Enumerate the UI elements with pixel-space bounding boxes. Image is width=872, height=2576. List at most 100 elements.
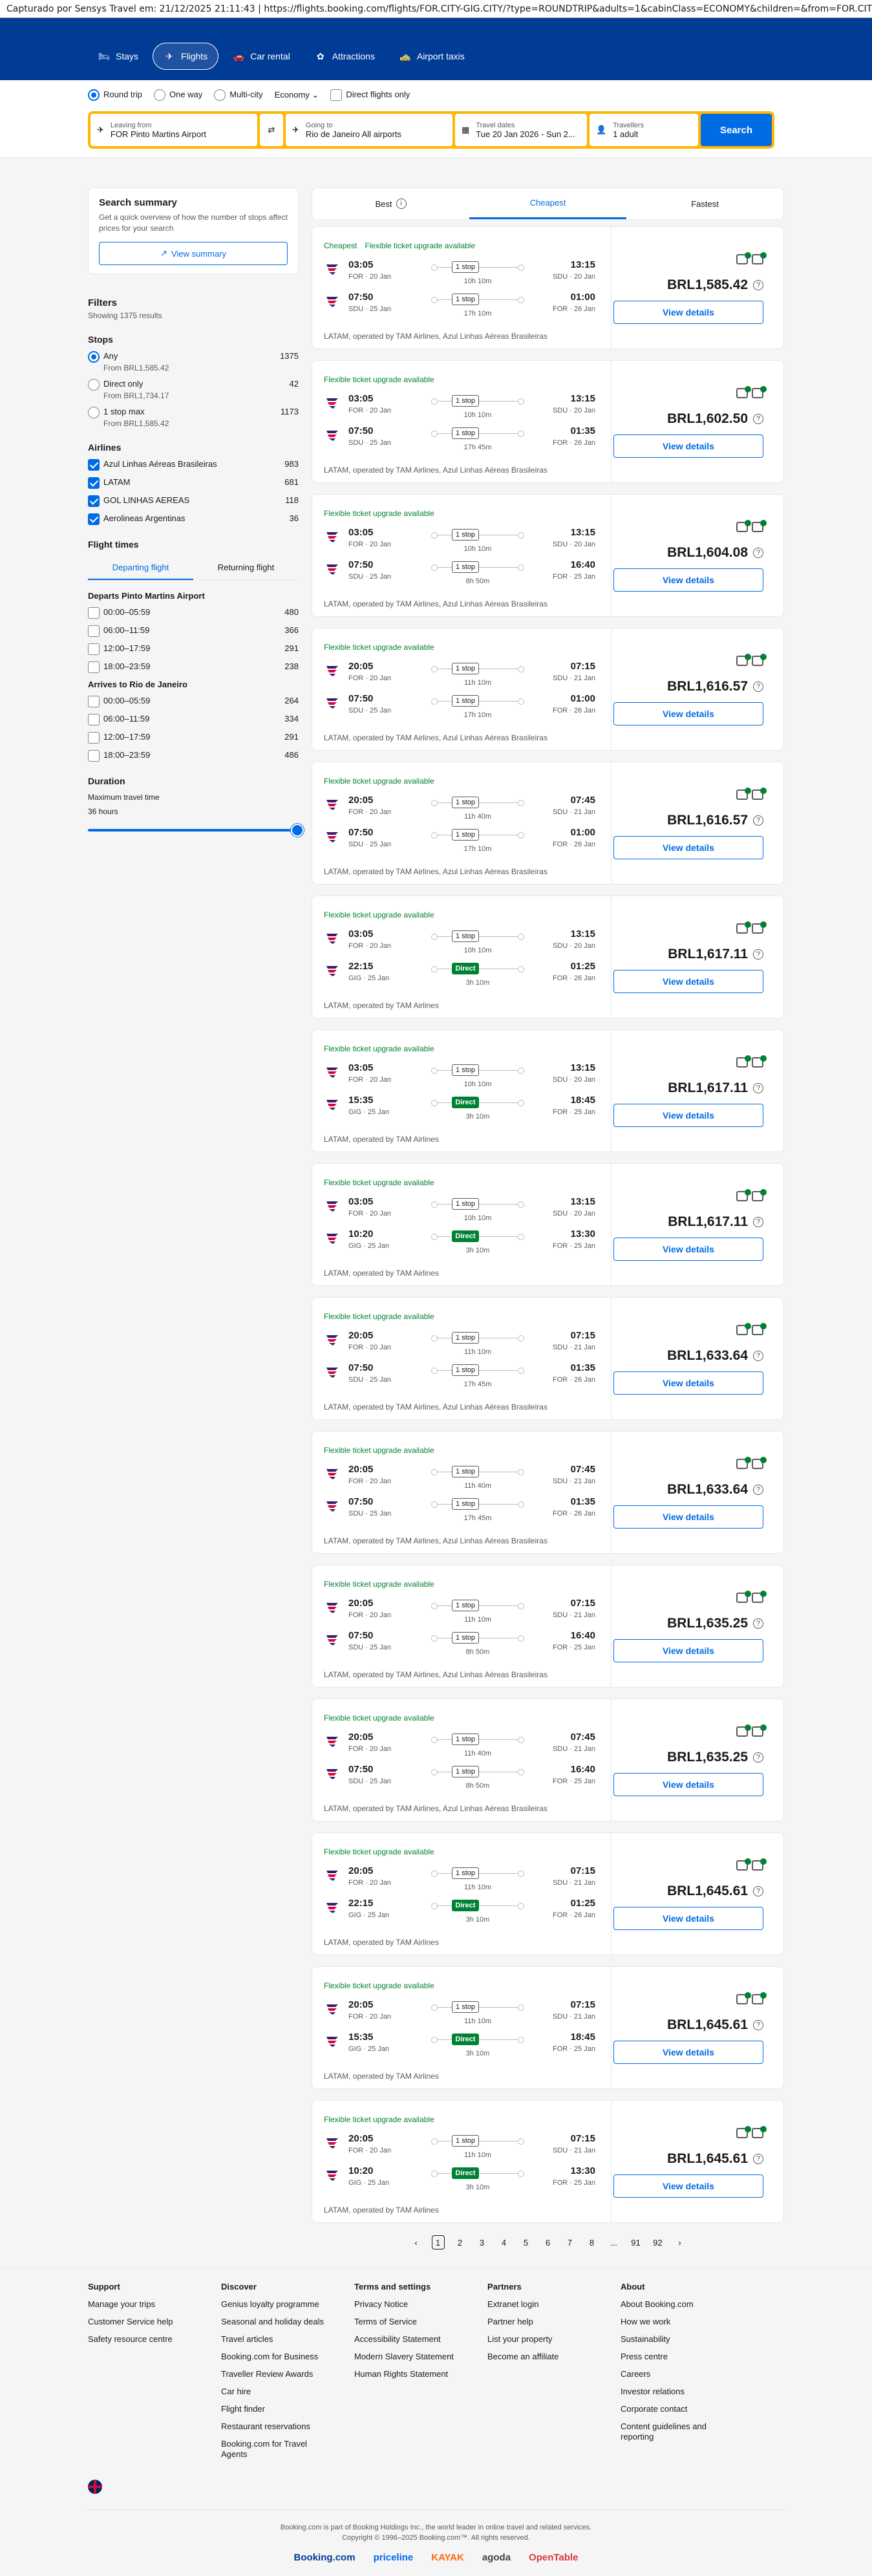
footer-link[interactable]: Partner help: [487, 2317, 533, 2326]
flight-result-card[interactable]: Flexible ticket upgrade available 03:05 FO…: [312, 360, 784, 483]
travellers-field[interactable]: 👤 Travellers 1 adult: [590, 114, 698, 146]
footer-link[interactable]: Car hire: [221, 2387, 251, 2396]
stop-option[interactable]: Any From BRL1,585.42 1375: [88, 351, 299, 372]
footer-link[interactable]: Extranet login: [487, 2299, 539, 2309]
next-page-icon[interactable]: ›: [678, 2237, 681, 2248]
view-details-button[interactable]: View details: [613, 2041, 763, 2064]
view-details-button[interactable]: View details: [613, 2174, 763, 2198]
filter-checkbox-row[interactable]: Aerolineas Argentinas 36: [88, 513, 299, 525]
filter-checkbox-row[interactable]: 18:00–23:59 238: [88, 661, 299, 673]
view-details-button[interactable]: View details: [613, 301, 763, 324]
uk-flag-icon[interactable]: [88, 2480, 102, 2494]
footer-link[interactable]: Booking.com for Business: [221, 2352, 319, 2361]
info-icon[interactable]: ?: [753, 1752, 763, 1763]
nav-item-airport-taxis[interactable]: 🚕 Airport taxis: [389, 43, 475, 70]
view-details-button[interactable]: View details: [613, 1907, 763, 1930]
footer-link[interactable]: Genius loyalty programme: [221, 2299, 319, 2309]
info-icon[interactable]: ?: [753, 1083, 763, 1093]
page-number[interactable]: 6: [545, 2237, 551, 2248]
view-details-button[interactable]: View details: [613, 702, 763, 725]
cabin-select[interactable]: Economy ⌄: [274, 90, 319, 100]
footer-link[interactable]: Manage your trips: [88, 2299, 156, 2309]
info-icon[interactable]: ?: [753, 280, 763, 290]
flight-result-card[interactable]: Flexible ticket upgrade available 20:05 FO…: [312, 1966, 784, 2089]
view-details-button[interactable]: View details: [613, 1773, 763, 1796]
stop-option[interactable]: Direct only From BRL1,734.17 42: [88, 379, 299, 400]
footer-link[interactable]: Flight finder: [221, 2404, 265, 2414]
footer-link[interactable]: Traveller Review Awards: [221, 2369, 314, 2379]
travel-dates-field[interactable]: ▦ Travel dates Tue 20 Jan 2026 - Sun 2...: [455, 114, 587, 146]
filter-checkbox-row[interactable]: 06:00–11:59 334: [88, 714, 299, 725]
view-details-button[interactable]: View details: [613, 1639, 763, 1662]
footer-link[interactable]: List your property: [487, 2334, 553, 2344]
footer-link[interactable]: Press centre: [621, 2352, 668, 2361]
page-number[interactable]: 4: [501, 2237, 507, 2248]
footer-link[interactable]: Booking.com for Travel Agents: [221, 2439, 307, 2459]
page-number[interactable]: 3: [479, 2237, 485, 2248]
filter-checkbox-row[interactable]: 06:00–11:59 366: [88, 625, 299, 637]
filter-checkbox-row[interactable]: GOL LINHAS AEREAS 118: [88, 495, 299, 507]
footer-link[interactable]: Modern Slavery Statement: [354, 2352, 454, 2361]
flight-result-card[interactable]: Flexible ticket upgrade available 03:05 FO…: [312, 1163, 784, 1286]
nav-item-car-rental[interactable]: 🚗 Car rental: [222, 43, 300, 70]
info-icon[interactable]: ?: [753, 2154, 763, 2164]
view-details-button[interactable]: View details: [613, 568, 763, 592]
footer-link[interactable]: Terms of Service: [354, 2317, 417, 2326]
flight-result-card[interactable]: Flexible ticket upgrade available 20:05 FO…: [312, 2100, 784, 2223]
flight-result-card[interactable]: Flexible ticket upgrade available 20:05 FO…: [312, 1699, 784, 1821]
flight-result-card[interactable]: Flexible ticket upgrade available 20:05 FO…: [312, 1832, 784, 1955]
info-icon[interactable]: ?: [753, 1886, 763, 1896]
view-details-button[interactable]: View details: [613, 1104, 763, 1127]
info-icon[interactable]: ?: [753, 414, 763, 424]
filter-checkbox-row[interactable]: Azul Linhas Aéreas Brasileiras 983: [88, 459, 299, 471]
page-number[interactable]: 5: [523, 2237, 529, 2248]
sort-tab-fastest[interactable]: Fastest: [626, 188, 783, 219]
flight-result-card[interactable]: Cheapest Flexible ticket upgrade availabl…: [312, 226, 784, 349]
flight-result-card[interactable]: Flexible ticket upgrade available 20:05 FO…: [312, 1297, 784, 1420]
filter-checkbox-row[interactable]: LATAM 681: [88, 477, 299, 489]
swap-button[interactable]: ⇄: [260, 114, 283, 146]
duration-slider[interactable]: [88, 824, 304, 837]
one-way-option[interactable]: One way: [153, 89, 202, 101]
filter-checkbox-row[interactable]: 12:00–17:59 291: [88, 643, 299, 655]
flight-result-card[interactable]: Flexible ticket upgrade available 03:05 FO…: [312, 896, 784, 1018]
info-icon[interactable]: ?: [753, 1618, 763, 1629]
footer-link[interactable]: Corporate contact: [621, 2404, 688, 2414]
page-number[interactable]: 7: [567, 2237, 573, 2248]
footer-link[interactable]: Investor relations: [621, 2387, 685, 2396]
info-icon[interactable]: ?: [753, 1217, 763, 1227]
info-icon[interactable]: ?: [753, 548, 763, 558]
page-number[interactable]: 2: [457, 2237, 463, 2248]
round-trip-option[interactable]: Round trip: [88, 89, 142, 101]
flight-result-card[interactable]: Flexible ticket upgrade available 20:05 FO…: [312, 628, 784, 751]
footer-link[interactable]: Accessibility Statement: [354, 2334, 441, 2344]
going-to-field[interactable]: ✈ Going to Rio de Janeiro All airports: [286, 114, 452, 146]
footer-link[interactable]: Sustainability: [621, 2334, 670, 2344]
info-icon[interactable]: ?: [753, 1351, 763, 1361]
nav-item-attractions[interactable]: ✿ Attractions: [304, 43, 385, 70]
view-details-button[interactable]: View details: [613, 1371, 763, 1395]
footer-link[interactable]: About Booking.com: [621, 2299, 694, 2309]
view-details-button[interactable]: View details: [613, 435, 763, 458]
nav-item-flights[interactable]: ✈ Flights: [153, 43, 219, 70]
page-number[interactable]: 92: [653, 2237, 663, 2248]
info-icon[interactable]: ?: [753, 1485, 763, 1495]
view-details-button[interactable]: View details: [613, 836, 763, 859]
footer-link[interactable]: Become an affiliate: [487, 2352, 559, 2361]
footer-link[interactable]: How we work: [621, 2317, 671, 2326]
page-number[interactable]: 1: [431, 2235, 445, 2249]
tab-departing[interactable]: Departing flight: [88, 556, 193, 580]
filter-checkbox-row[interactable]: 12:00–17:59 291: [88, 732, 299, 744]
leaving-from-field[interactable]: ✈ Leaving from FOR Pinto Martins Airport: [90, 114, 257, 146]
flight-result-card[interactable]: Flexible ticket upgrade available 20:05 FO…: [312, 1565, 784, 1688]
page-number[interactable]: 91: [631, 2237, 641, 2248]
tab-returning[interactable]: Returning flight: [217, 563, 275, 572]
filter-checkbox-row[interactable]: 18:00–23:59 486: [88, 750, 299, 762]
flight-result-card[interactable]: Flexible ticket upgrade available 03:05 FO…: [312, 494, 784, 617]
footer-link[interactable]: Seasonal and holiday deals: [221, 2317, 324, 2326]
page-number[interactable]: 8: [589, 2237, 595, 2248]
search-button[interactable]: Search: [701, 114, 772, 146]
footer-link[interactable]: Human Rights Statement: [354, 2369, 449, 2379]
footer-link[interactable]: Safety resource centre: [88, 2334, 173, 2344]
filter-checkbox-row[interactable]: 00:00–05:59 480: [88, 607, 299, 619]
